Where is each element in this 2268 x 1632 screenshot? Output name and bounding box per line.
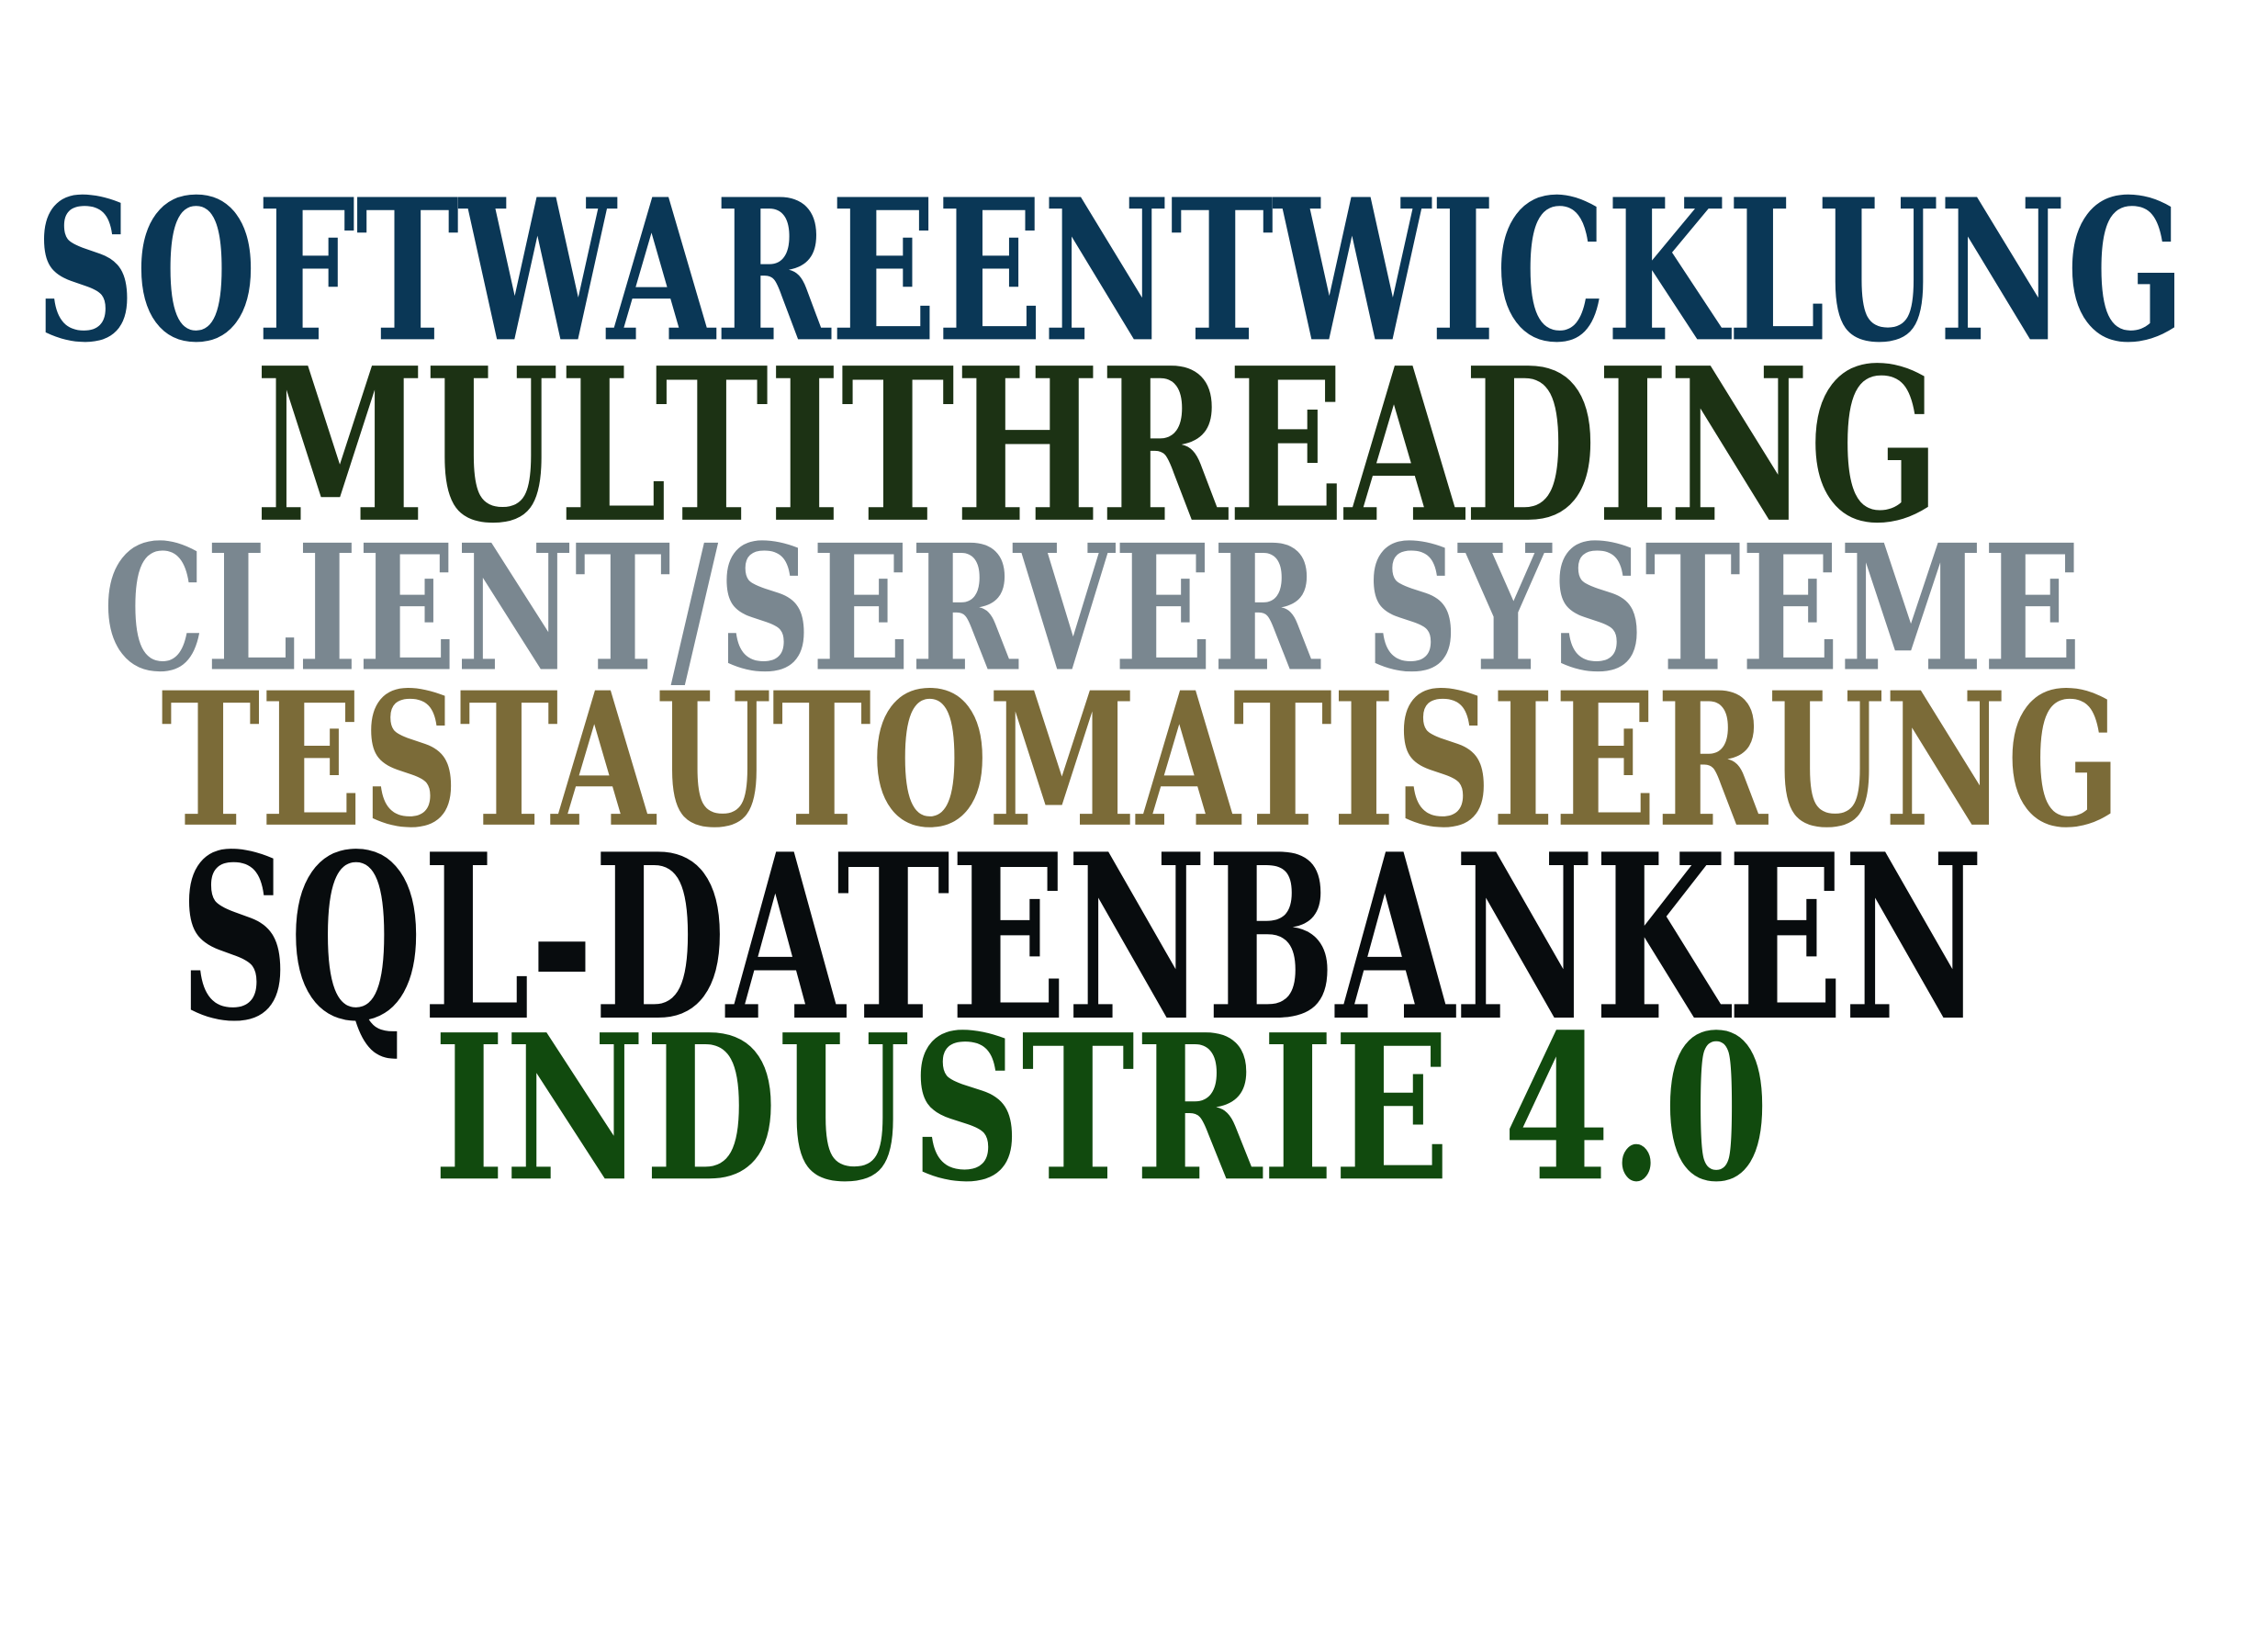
word-sql-datenbanken: SQL-DATENBANKEN <box>179 804 1983 1073</box>
word-testautomatisierung: TESTAUTOMATISIERUNG <box>161 652 2121 870</box>
word-softwareentwicklung: SOFTWAREENTWICKLUNG <box>35 157 2185 387</box>
word-industrie-4-0: INDUSTRIE 4.0 <box>433 989 1769 1227</box>
word-multithreading: MULTITHREADING <box>255 321 1940 570</box>
word-client-server-systeme: CLIENT/SERVER SYSTEME <box>103 506 2082 711</box>
